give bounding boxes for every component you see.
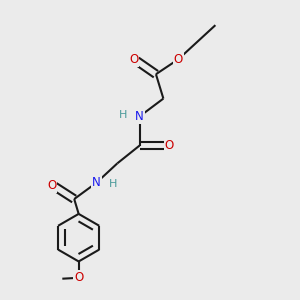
Text: O: O — [74, 271, 83, 284]
Text: O: O — [165, 139, 174, 152]
Text: H: H — [109, 179, 117, 189]
Text: N: N — [135, 110, 144, 123]
Text: O: O — [47, 179, 56, 192]
Text: O: O — [129, 53, 138, 66]
Text: N: N — [92, 176, 101, 189]
Text: O: O — [174, 53, 183, 66]
Text: H: H — [119, 110, 128, 120]
